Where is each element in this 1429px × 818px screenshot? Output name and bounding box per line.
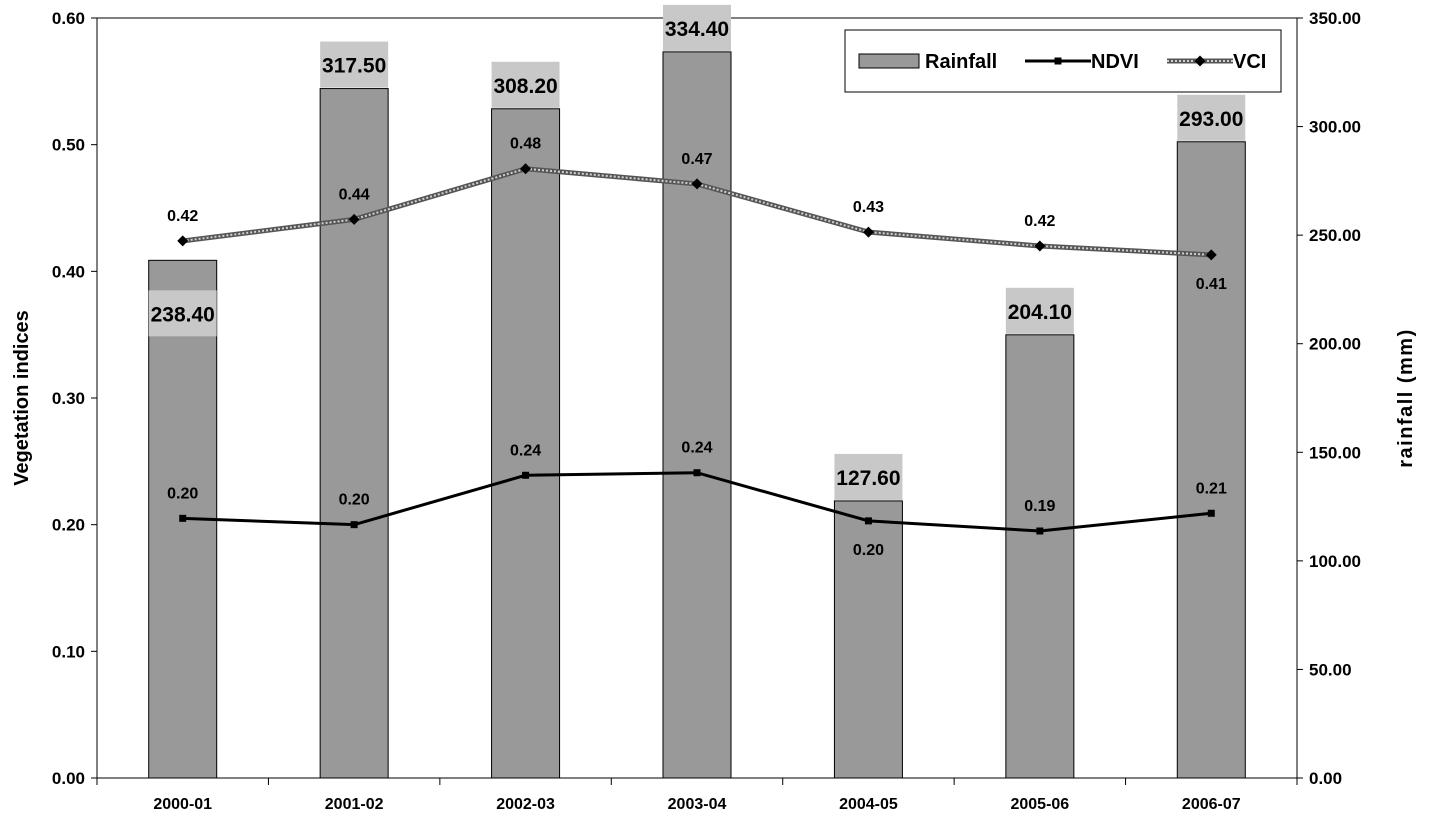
rainfall-label-box <box>663 4 731 51</box>
rainfall-data-label: 317.50 <box>322 55 386 78</box>
rainfall-bar <box>833 500 903 779</box>
ndvi-data-label: 0.19 <box>1024 498 1055 515</box>
ndvi-point <box>693 469 701 477</box>
ndvi-point <box>350 521 358 529</box>
rainfall-label-box <box>320 41 389 88</box>
vci-point <box>520 163 532 175</box>
x-tick-label: 2001-02 <box>325 796 384 813</box>
ndvi-point <box>522 471 530 479</box>
left-tick-label: 0.10 <box>52 642 85 661</box>
right-tick-label: 0.00 <box>1309 769 1342 788</box>
vci-point <box>862 226 874 238</box>
x-tick-label: 2005-06 <box>1010 796 1069 813</box>
vci-data-label: 0.42 <box>167 208 198 225</box>
left-tick-label: 0.50 <box>52 136 85 155</box>
rainfall-label-box <box>1177 94 1246 141</box>
rainfall-label-box <box>148 290 217 337</box>
rainfall-data-label: 127.60 <box>836 467 900 490</box>
x-tick-label: 2002-03 <box>496 796 555 813</box>
rainfall-label-box <box>491 61 560 108</box>
right-tick-label: 250.00 <box>1309 226 1361 245</box>
legend-vci-label: VCI <box>1233 51 1266 73</box>
vci-point <box>691 178 703 190</box>
rainfall-bar <box>491 108 561 779</box>
right-tick-label: 50.00 <box>1309 660 1352 679</box>
x-tick-label: 2006-07 <box>1182 796 1241 813</box>
legend-ndvi-label: NDVI <box>1091 51 1139 73</box>
rainfall-bar <box>1176 141 1246 779</box>
left-tick-label: 0.20 <box>52 516 85 535</box>
vci-data-label: 0.44 <box>339 186 370 203</box>
vci-data-label: 0.42 <box>1024 213 1055 230</box>
rainfall-data-label: 334.40 <box>665 18 729 41</box>
vci-data-label: 0.41 <box>1196 276 1227 293</box>
rainfall-data-label: 238.40 <box>151 303 215 326</box>
vci-data-label: 0.48 <box>510 136 541 153</box>
vci-data-label: 0.43 <box>853 199 884 216</box>
vci-point <box>1205 249 1217 261</box>
rainfall-bar <box>1005 334 1075 779</box>
ndvi-data-label: 0.21 <box>1196 480 1227 497</box>
left-tick-label: 0.60 <box>52 9 85 28</box>
right-axis-title: rainfall (mm) <box>1395 328 1417 468</box>
x-tick-label: 2004-05 <box>839 796 898 813</box>
legend-vci-marker <box>1194 55 1206 67</box>
vci-point <box>177 235 189 247</box>
rainfall-label-box <box>1005 287 1074 334</box>
ndvi-point <box>179 514 187 522</box>
right-tick-label: 100.00 <box>1309 552 1361 571</box>
ndvi-data-label: 0.20 <box>339 492 370 509</box>
left-tick-label: 0.40 <box>52 262 85 281</box>
legend-ndvi-marker <box>1054 57 1062 65</box>
x-tick-label: 2000-01 <box>153 796 212 813</box>
right-tick-label: 350.00 <box>1309 9 1361 28</box>
vci-point <box>348 213 360 225</box>
rainfall-label-box <box>834 453 903 500</box>
rainfall-data-label: 308.20 <box>493 75 557 98</box>
rainfall-bar <box>662 51 732 779</box>
ndvi-data-label: 0.24 <box>510 442 541 459</box>
left-axis-title: Vegetation indices <box>11 310 33 486</box>
ndvi-point <box>1036 527 1044 535</box>
ndvi-point <box>1207 509 1215 517</box>
right-tick-label: 300.00 <box>1309 118 1361 137</box>
ndvi-data-label: 0.20 <box>853 542 884 559</box>
left-tick-label: 0.00 <box>52 769 85 788</box>
legend-rainfall-swatch <box>858 53 920 69</box>
ndvi-data-label: 0.20 <box>167 485 198 502</box>
right-tick-label: 200.00 <box>1309 335 1361 354</box>
right-tick-label: 150.00 <box>1309 443 1361 462</box>
ndvi-point <box>864 517 872 525</box>
vci-point <box>1034 240 1046 252</box>
x-tick-label: 2003-04 <box>668 796 727 813</box>
vci-data-label: 0.47 <box>681 151 712 168</box>
rainfall-data-label: 204.10 <box>1008 301 1072 324</box>
ndvi-data-label: 0.24 <box>681 440 712 457</box>
left-tick-label: 0.30 <box>52 389 85 408</box>
rainfall-data-label: 293.00 <box>1179 108 1243 131</box>
legend-rainfall-label: Rainfall <box>925 51 997 73</box>
rainfall-bar <box>319 88 389 779</box>
